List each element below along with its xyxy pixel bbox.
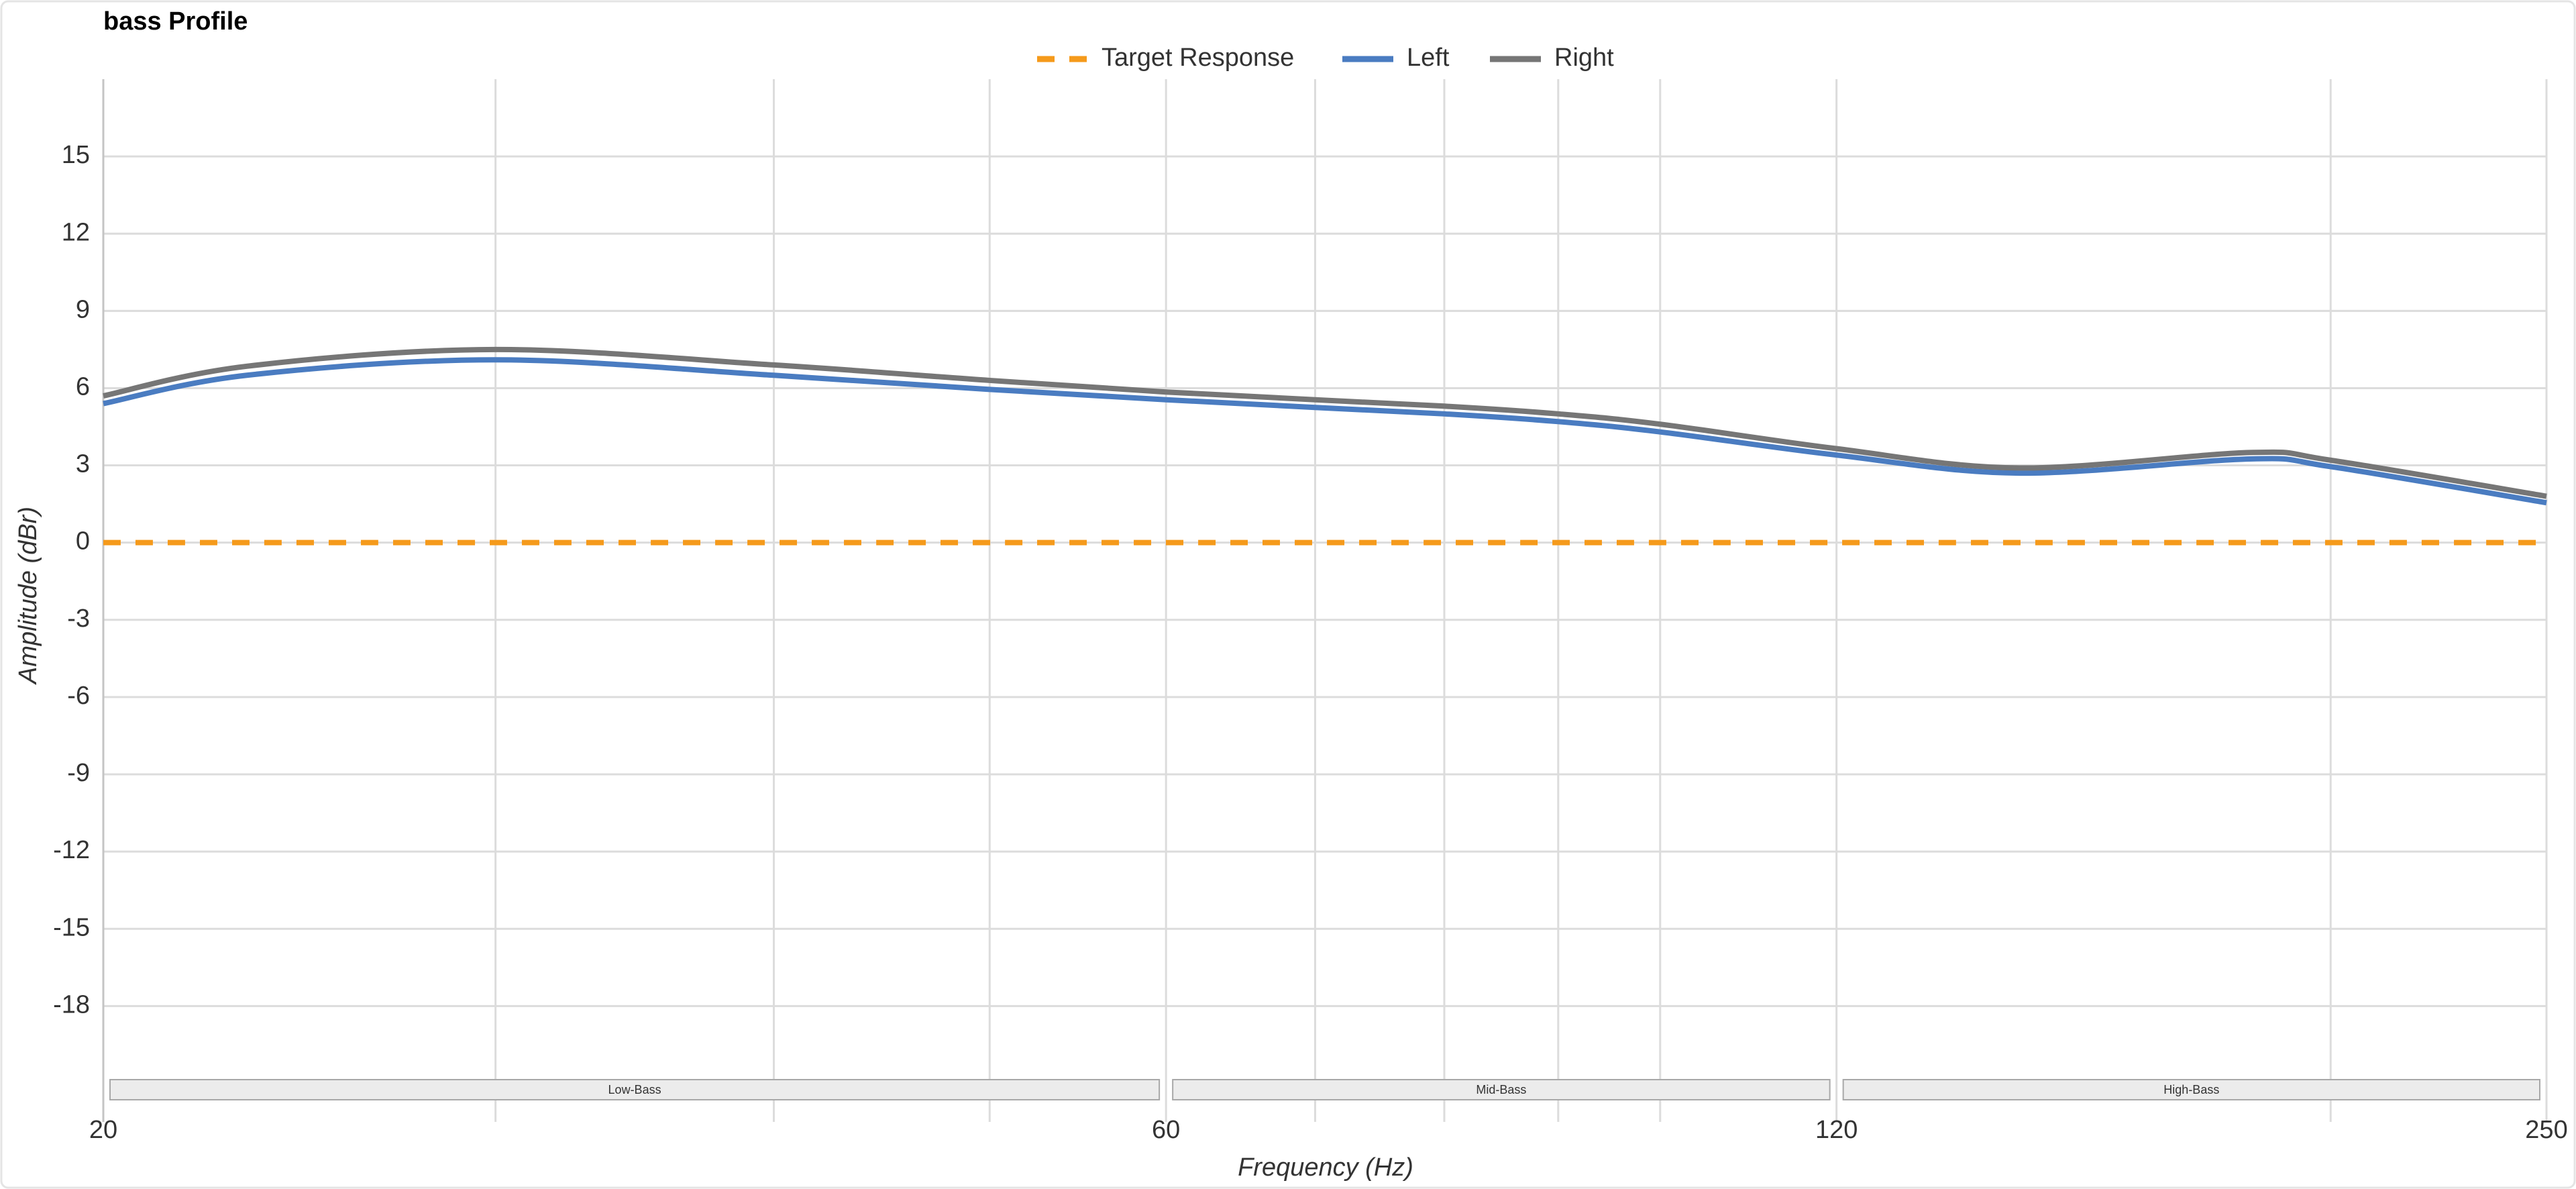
- band-label: High-Bass: [2163, 1083, 2219, 1096]
- y-tick-label: 12: [62, 218, 90, 246]
- y-tick-label: -15: [53, 913, 90, 941]
- band-box: [109, 1079, 1161, 1100]
- y-tick-label: -12: [53, 836, 90, 864]
- y-tick-label: 15: [62, 141, 90, 169]
- y-tick-label: 0: [76, 527, 90, 556]
- y-tick-label: 6: [76, 372, 90, 401]
- band-label: Low-Bass: [608, 1083, 661, 1096]
- plot-lines: [103, 346, 2547, 546]
- x-tick-label: 250: [2525, 1116, 2567, 1144]
- legend-label: Left: [1407, 44, 1450, 72]
- band-label: Mid-Bass: [1476, 1083, 1526, 1096]
- x-tick-label: 20: [89, 1116, 117, 1144]
- x-tick-label: 60: [1152, 1116, 1180, 1144]
- y-tick-label: -6: [67, 682, 90, 710]
- band-box: [1172, 1079, 1831, 1100]
- bands: Low-Bass Mid-Bass High-Bass: [109, 1079, 2540, 1100]
- y-tick-label: 3: [76, 450, 90, 478]
- y-tick-label: -9: [67, 759, 90, 787]
- legend: Target Response Left Right: [1037, 44, 1614, 72]
- grid: -18 -15 -12 -9 -6 -3 0 3 6 9 12 15 20 60 120 250: [53, 79, 2568, 1144]
- y-tick-label: 9: [76, 295, 90, 323]
- y-tick-label: -18: [53, 990, 90, 1019]
- band-box: [1842, 1079, 2540, 1100]
- y-tick-label: -3: [67, 605, 90, 633]
- x-tick-label: 120: [1815, 1116, 1858, 1144]
- y-axis-title: Amplitude (dBr): [14, 507, 42, 685]
- x-axis-title: Frequency (Hz): [1238, 1153, 1413, 1182]
- line-series: [103, 346, 2547, 499]
- chart-title: bass Profile: [103, 7, 248, 36]
- line-series: [103, 357, 2547, 506]
- legend-label: Right: [1554, 44, 1614, 72]
- legend-label: Target Response: [1102, 44, 1294, 72]
